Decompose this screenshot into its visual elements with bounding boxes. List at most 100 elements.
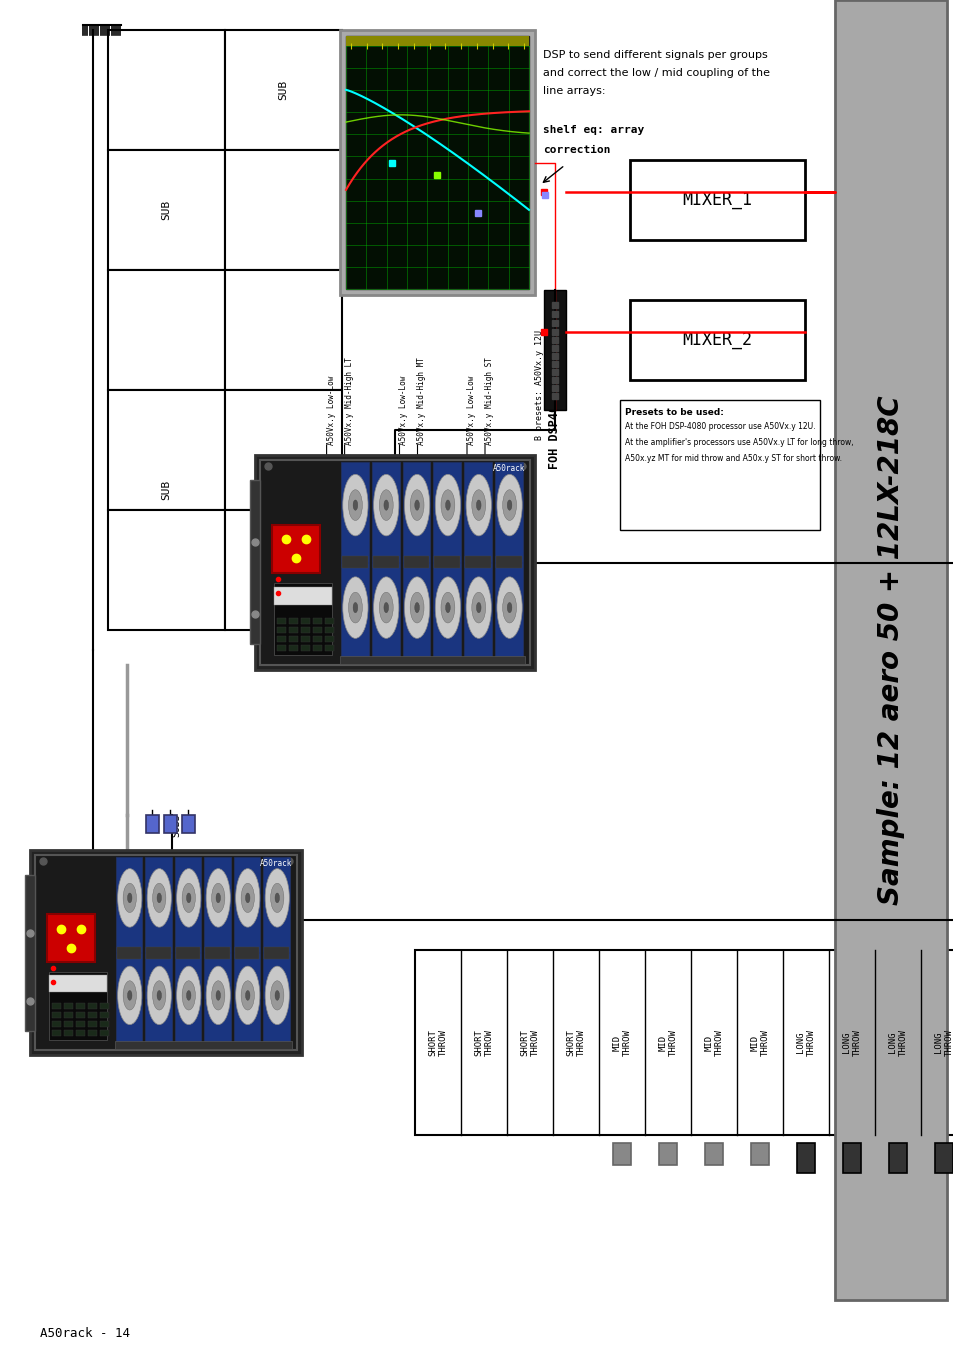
Bar [888, 1143, 906, 1173]
Text: SUB: SUB [278, 80, 288, 100]
Bar [415, 950, 953, 1135]
Ellipse shape [374, 576, 398, 639]
Bar [76, 1021, 85, 1027]
Bar [274, 583, 332, 655]
Bar [52, 1012, 61, 1018]
Bar [465, 556, 491, 568]
Text: A50Vx.y Low-Low: A50Vx.y Low-Low [326, 375, 335, 446]
Ellipse shape [128, 894, 132, 903]
Ellipse shape [215, 894, 220, 903]
Ellipse shape [271, 980, 284, 1010]
Ellipse shape [342, 576, 368, 639]
Ellipse shape [404, 576, 429, 639]
Text: A50rack: A50rack [259, 859, 292, 868]
Ellipse shape [435, 576, 460, 639]
Bar [325, 618, 334, 624]
Bar [115, 1041, 292, 1049]
Text: SHORT
THROW: SHORT THROW [566, 1029, 585, 1056]
Ellipse shape [348, 593, 362, 622]
Ellipse shape [353, 500, 357, 510]
Text: A50rack - 14: A50rack - 14 [40, 1327, 130, 1341]
Text: SHORT
THROW: SHORT THROW [519, 1029, 539, 1056]
Bar [289, 618, 297, 624]
Bar [108, 390, 225, 510]
Ellipse shape [410, 593, 423, 622]
Text: MID
THROW: MID THROW [612, 1029, 631, 1056]
Ellipse shape [265, 868, 289, 927]
Bar [108, 30, 225, 150]
Bar [276, 645, 286, 651]
Bar [146, 815, 159, 833]
Ellipse shape [497, 474, 521, 536]
Bar [276, 618, 286, 624]
Ellipse shape [235, 868, 259, 927]
Text: line arrays:: line arrays: [542, 86, 605, 96]
Bar [205, 946, 230, 958]
Bar [147, 946, 171, 958]
Bar [64, 1021, 73, 1027]
Text: MID
THROW: MID THROW [658, 1029, 677, 1056]
Bar [225, 270, 341, 390]
Bar [264, 946, 289, 958]
Bar [76, 1030, 85, 1037]
Bar [250, 481, 260, 644]
Ellipse shape [235, 967, 259, 1025]
Bar [100, 1012, 109, 1018]
Bar [289, 636, 297, 641]
Ellipse shape [182, 883, 195, 913]
Bar [289, 626, 297, 633]
Bar [76, 1012, 85, 1018]
Ellipse shape [374, 474, 398, 536]
Bar [346, 36, 529, 46]
Text: Sample: 12 aero 50 + 12LX-218C: Sample: 12 aero 50 + 12LX-218C [876, 396, 904, 904]
Ellipse shape [410, 490, 423, 521]
Bar [834, 0, 946, 1300]
Ellipse shape [123, 883, 136, 913]
Bar [108, 150, 225, 270]
Bar [346, 36, 529, 289]
Text: correction: correction [542, 144, 610, 155]
Text: SHORT
THROW: SHORT THROW [474, 1029, 494, 1056]
Text: LONG
THROW: LONG THROW [841, 1029, 861, 1056]
Ellipse shape [147, 868, 172, 927]
Bar [543, 290, 565, 410]
Bar [325, 626, 334, 633]
Ellipse shape [502, 490, 516, 521]
Ellipse shape [117, 868, 142, 927]
Bar [49, 972, 107, 1041]
Bar [276, 636, 286, 641]
Ellipse shape [215, 991, 220, 1000]
Bar [52, 1003, 61, 1010]
Bar [64, 1012, 73, 1018]
Ellipse shape [507, 500, 512, 510]
Text: A50Vx.y Mid-High MT: A50Vx.y Mid-High MT [417, 358, 426, 446]
Bar [339, 30, 535, 296]
Bar [225, 150, 341, 270]
Ellipse shape [507, 602, 512, 613]
Text: At the FOH DSP-4080 processor use A50Vx.y 12U.: At the FOH DSP-4080 processor use A50Vx.… [624, 423, 815, 431]
Bar [796, 1143, 814, 1173]
Text: DSP to send different signals per groups: DSP to send different signals per groups [542, 50, 767, 59]
Ellipse shape [476, 500, 480, 510]
Text: Presets to be used:: Presets to be used: [624, 408, 723, 417]
Ellipse shape [206, 868, 230, 927]
Ellipse shape [176, 967, 201, 1025]
Ellipse shape [157, 894, 161, 903]
Bar [402, 462, 430, 663]
Bar [100, 1003, 109, 1010]
Ellipse shape [404, 474, 429, 536]
Bar [174, 857, 201, 1048]
Text: SUB: SUB [161, 200, 172, 220]
Bar [146, 857, 172, 1048]
Ellipse shape [445, 500, 450, 510]
Ellipse shape [348, 490, 362, 521]
Bar [325, 636, 334, 641]
Bar [464, 462, 492, 663]
Ellipse shape [128, 991, 132, 1000]
Bar [108, 510, 225, 630]
Bar [313, 645, 322, 651]
Bar [52, 1021, 61, 1027]
Bar [100, 1021, 109, 1027]
Bar [254, 455, 535, 670]
Bar [373, 556, 398, 568]
